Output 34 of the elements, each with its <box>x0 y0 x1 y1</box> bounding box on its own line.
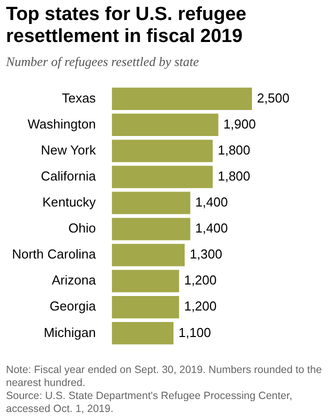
y-tick-label: California <box>40 168 97 184</box>
chart-subtitle: Number of refugees resettled by state <box>6 54 200 70</box>
bar <box>112 192 190 214</box>
y-tick-label: Texas <box>62 90 96 106</box>
y-tick-label: Ohio <box>68 220 96 236</box>
bar <box>112 88 252 110</box>
y-tick-label: Arizona <box>52 272 97 288</box>
bar <box>112 244 185 266</box>
chart-title: Top states for U.S. refugee resettlement in fiscal 2019 <box>6 4 248 48</box>
bar <box>112 218 190 240</box>
y-tick-label: North Carolina <box>12 246 97 262</box>
source-note: Source: U.S. State Department's Refugee Processing Center, accessed Oct. 1, 2019. <box>6 390 294 416</box>
data-label: 2,500 <box>256 90 290 106</box>
bar <box>112 140 213 162</box>
data-label: 1,900 <box>223 116 256 132</box>
y-tick-label: Kentucky <box>42 194 96 210</box>
y-tick-label: Michigan <box>44 324 96 340</box>
y-tick-label: Washington <box>28 116 96 132</box>
bar <box>112 322 174 344</box>
data-label: 1,400 <box>195 220 228 236</box>
bar <box>112 296 180 318</box>
bar <box>112 114 218 136</box>
text: Note: Fiscal year ended on Sept. 30, 2019. Numbers rounded to the nearest hundred. <box>6 364 323 390</box>
bar <box>112 166 213 188</box>
data-label: 1,100 <box>178 324 212 340</box>
y-tick-label: Georgia <box>50 298 97 314</box>
data-label: 1,200 <box>184 298 217 314</box>
data-label: 1,400 <box>195 194 228 210</box>
data-label: 1,800 <box>218 142 250 158</box>
data-label: 1,200 <box>184 272 217 288</box>
data-label: 1,800 <box>218 168 250 184</box>
bar <box>112 270 180 292</box>
y-tick-label: New York <box>40 142 96 158</box>
data-label: 1,300 <box>190 246 222 262</box>
